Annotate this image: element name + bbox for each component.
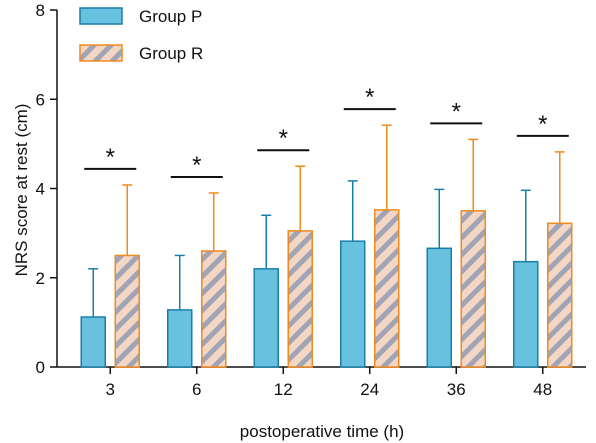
x-tick-label: 48 (533, 380, 552, 399)
x-tick-label: 24 (360, 380, 379, 399)
y-tick-label: 8 (36, 1, 45, 20)
bar-group-p-36 (426, 247, 452, 368)
significance-star: * (452, 98, 461, 125)
legend-swatch-group-r (79, 44, 123, 62)
bar-group-r-36 (460, 210, 486, 368)
x-tick-label: 6 (192, 380, 201, 399)
x-axis-title: postoperative time (h) (240, 422, 404, 441)
bar-group-r-48 (547, 222, 573, 368)
significance-star: * (106, 144, 115, 171)
x-ticks: 3 6 12 24 36 48 (106, 367, 552, 399)
y-tick-label: 6 (36, 90, 45, 109)
significance-star: * (279, 125, 288, 152)
bar-group-p-24 (340, 240, 366, 368)
x-tick-label: 36 (447, 380, 466, 399)
significance-star: * (365, 84, 374, 111)
bar-group-p-12 (253, 268, 279, 368)
y-ticks: 0 2 4 6 8 (36, 1, 57, 377)
bars (80, 209, 573, 368)
y-tick-label: 0 (36, 358, 45, 377)
bar-group-p-3 (80, 316, 106, 368)
x-tick-label: 3 (106, 380, 115, 399)
legend: Group P Group R (79, 7, 203, 63)
bar-group-r-6 (201, 250, 227, 368)
legend-swatch-group-p (79, 7, 123, 25)
significance-star: * (192, 152, 201, 179)
legend-label-group-r: Group R (139, 44, 203, 63)
significance-marks: * * * * * * (84, 84, 569, 179)
significance-star: * (538, 111, 547, 138)
y-tick-label: 2 (36, 269, 45, 288)
bar-group-p-6 (167, 309, 193, 368)
bar-group-r-3 (114, 254, 140, 368)
bar-group-p-48 (513, 260, 539, 368)
x-tick-label: 12 (274, 380, 293, 399)
legend-label-group-p: Group P (139, 7, 202, 26)
y-axis-title: NRS score at rest (cm) (12, 104, 31, 277)
bar-group-r-24 (374, 209, 400, 368)
error-bars (88, 124, 565, 318)
y-tick-label: 4 (36, 180, 45, 199)
bar-group-r-12 (287, 230, 313, 368)
